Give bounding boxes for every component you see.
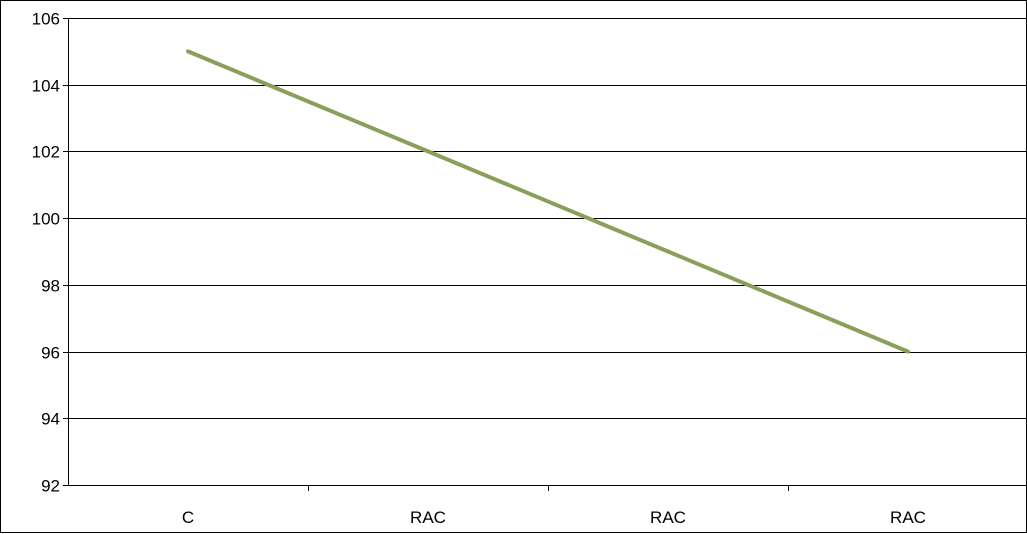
- x-tick-label: RAC: [650, 508, 686, 527]
- y-tick-label: 94: [41, 410, 60, 429]
- axes: [63, 18, 1027, 491]
- y-tick-label: 100: [32, 210, 60, 229]
- y-tick-label: 96: [41, 344, 60, 363]
- y-tick-label: 98: [41, 277, 60, 296]
- data-point: [666, 249, 670, 254]
- x-tick-label: RAC: [890, 508, 926, 527]
- series-line: [187, 49, 909, 354]
- y-tick-label: 102: [32, 143, 60, 162]
- gridlines: [68, 18, 1027, 419]
- y-tick-label: 104: [32, 77, 60, 96]
- series-group: [186, 49, 910, 354]
- x-tick-label: C: [182, 508, 194, 527]
- x-tick-labels: C RAC RAC RAC: [182, 508, 926, 527]
- x-tick-label: RAC: [410, 508, 446, 527]
- y-tick-labels: 92 94 96 98 100 102 104 106: [32, 10, 60, 496]
- data-point: [906, 349, 910, 354]
- data-point: [186, 49, 190, 54]
- data-point: [426, 149, 430, 154]
- y-tick-label: 92: [41, 477, 60, 496]
- y-tick-label: 106: [32, 10, 60, 29]
